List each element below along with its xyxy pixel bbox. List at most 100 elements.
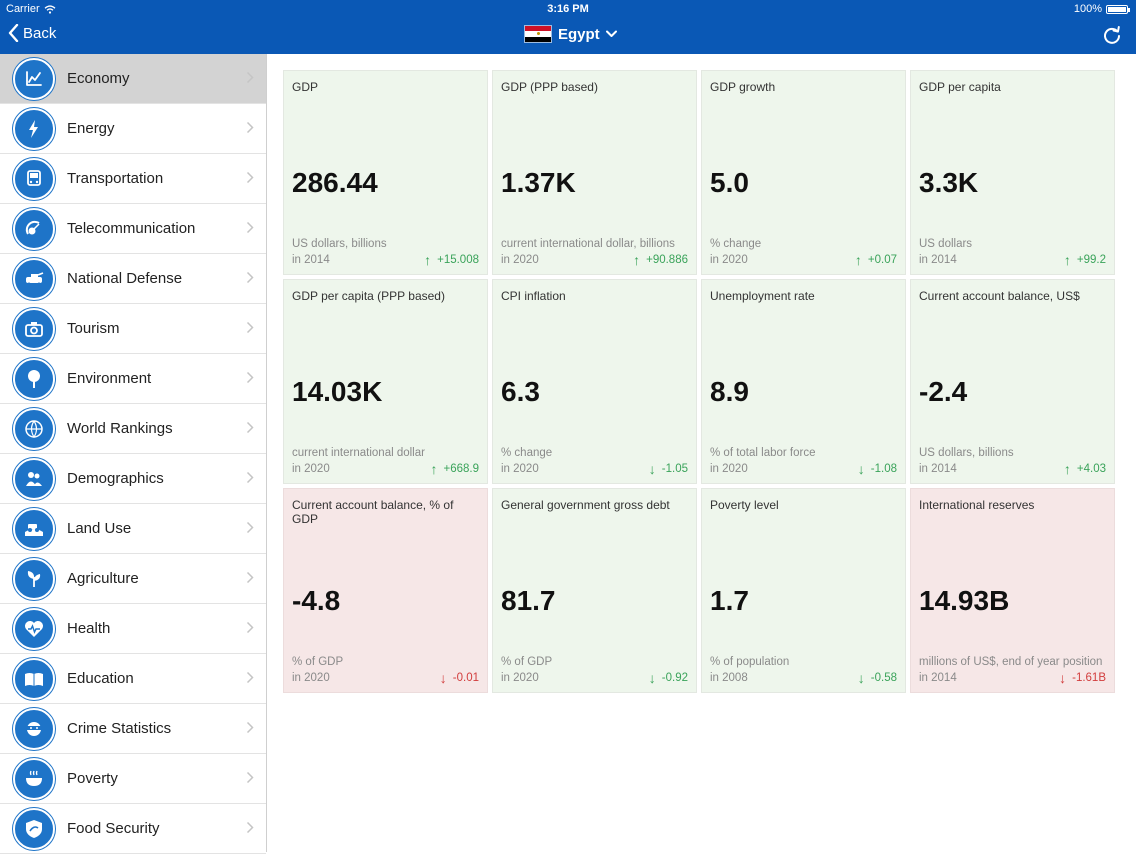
- battery-percent: 100%: [1073, 3, 1102, 15]
- sidebar-item-label: Transportation: [67, 170, 164, 187]
- chevron-right-icon: [246, 421, 254, 434]
- sidebar-item-demographics[interactable]: Demographics: [0, 454, 266, 504]
- indicator-card[interactable]: GDP (PPP based) 1.37K current internationa…: [492, 70, 697, 275]
- chevron-right-icon: [246, 721, 254, 734]
- health-icon: [13, 607, 55, 650]
- indicator-change-value: +4.03: [1076, 463, 1106, 475]
- indicator-change: ↑ +668.9: [430, 460, 480, 477]
- indicator-card[interactable]: International reserves 14.93B millions of …: [910, 488, 1115, 693]
- indicator-value: -4.8: [292, 585, 341, 616]
- arrow-up-icon: ↑: [1063, 460, 1071, 477]
- sidebar-item-label: Crime Statistics: [67, 720, 172, 737]
- chevron-right-icon: [246, 621, 254, 634]
- sidebar-item-national-defense[interactable]: National Defense: [0, 254, 266, 304]
- sidebar-item-education[interactable]: Education: [0, 654, 266, 704]
- indicator-unit: millions of US$, end of year position: [919, 656, 1103, 668]
- arrow-up-icon: ↑: [430, 460, 438, 477]
- arrow-down-icon: ↓: [648, 460, 656, 477]
- arrow-down-icon: ↓: [439, 669, 447, 686]
- refresh-icon: [1104, 26, 1120, 44]
- chevron-right-icon: [246, 771, 254, 784]
- arrow-up-icon: ↑: [1063, 251, 1071, 268]
- arrow-down-icon: ↓: [857, 460, 865, 477]
- indicator-change: ↑ +0.07: [855, 253, 897, 267]
- indicator-change: ↓ -1.08: [857, 460, 897, 477]
- arrow-up-icon: ↑: [424, 251, 432, 268]
- indicator-card[interactable]: Unemployment rate 8.9 % of total labor for…: [701, 279, 906, 484]
- sidebar-item-world-rankings[interactable]: World Rankings: [0, 404, 266, 454]
- indicator-year: in 2008: [710, 672, 748, 684]
- indicator-unit: % change: [710, 238, 762, 250]
- back-button[interactable]: Back: [8, 24, 56, 42]
- indicator-change: ↓ -1.61B: [1059, 671, 1106, 685]
- agriculture-icon: [13, 557, 55, 600]
- chevron-right-icon: [246, 71, 254, 84]
- sidebar-item-label: Demographics: [67, 470, 164, 487]
- arrow-up-icon: ↑: [633, 251, 641, 268]
- indicator-change-value: +0.07: [867, 254, 897, 266]
- indicator-title: Unemployment rate: [710, 289, 815, 303]
- chevron-right-icon: [246, 821, 254, 834]
- indicator-unit: % of GDP: [501, 656, 553, 668]
- sidebar-item-health[interactable]: Health: [0, 604, 266, 654]
- sidebar-item-tourism[interactable]: Tourism: [0, 304, 266, 354]
- indicator-card[interactable]: Current account balance, US$ -2.4 US dolla…: [910, 279, 1115, 484]
- sidebar-item-agriculture[interactable]: Agriculture: [0, 554, 266, 604]
- indicator-change-value: -0.01: [452, 672, 479, 684]
- indicator-change-value: +99.2: [1076, 254, 1106, 266]
- sidebar-item-economy[interactable]: Economy: [0, 54, 266, 104]
- indicator-change-value: -1.61B: [1072, 672, 1106, 684]
- indicator-title: Poverty level: [710, 498, 779, 512]
- sidebar-item-transportation[interactable]: Transportation: [0, 154, 266, 204]
- indicator-title: GDP: [292, 80, 319, 94]
- indicator-card[interactable]: GDP per capita (PPP based) 14.03K current …: [283, 279, 488, 484]
- sidebar-item-label: Health: [67, 620, 111, 637]
- indicator-card[interactable]: CPI inflation 6.3 % change in 2020 ↓ -1.05: [492, 279, 697, 484]
- carrier-label: Carrier: [6, 3, 40, 15]
- indicator-value: 1.37K: [501, 167, 576, 198]
- clock: 3:16 PM: [547, 3, 589, 15]
- category-sidebar: Economy Energy Transportation Telecommunica…: [0, 54, 267, 854]
- chevron-right-icon: [246, 671, 254, 684]
- sidebar-item-land-use[interactable]: Land Use: [0, 504, 266, 554]
- demographics-icon: [13, 457, 55, 500]
- sidebar-item-energy[interactable]: Energy: [0, 104, 266, 154]
- carrier-indicator: Carrier: [6, 3, 56, 15]
- indicator-value: 8.9: [710, 376, 749, 407]
- world-rankings-icon: [13, 407, 55, 450]
- chevron-right-icon: [246, 571, 254, 584]
- indicator-title: International reserves: [919, 498, 1035, 512]
- refresh-button[interactable]: [1102, 25, 1122, 50]
- indicator-change-value: -1.08: [870, 463, 897, 475]
- indicator-change: ↑ +15.008: [424, 251, 479, 268]
- indicator-card[interactable]: GDP 286.44 US dollars, billions in 2014 ↑ +15…: [283, 70, 488, 275]
- chevron-right-icon: [246, 271, 254, 284]
- indicator-card[interactable]: General government gross debt 81.7 % of GD…: [492, 488, 697, 693]
- sidebar-item-poverty[interactable]: Poverty: [0, 754, 266, 804]
- indicator-unit: % of total labor force: [710, 447, 816, 459]
- national-defense-icon: [13, 257, 55, 300]
- indicator-title: GDP (PPP based): [501, 80, 598, 94]
- sidebar-item-crime-statistics[interactable]: Crime Statistics: [0, 704, 266, 754]
- indicator-unit: current international dollar: [292, 447, 425, 459]
- sidebar-item-food-security[interactable]: Food Security: [0, 804, 266, 854]
- indicator-unit: US dollars, billions: [292, 238, 387, 250]
- indicator-year: in 2020: [292, 463, 330, 475]
- chevron-right-icon: [246, 121, 254, 134]
- indicator-card[interactable]: GDP per capita 3.3K US dollars in 2014 ↑ +99.…: [910, 70, 1115, 275]
- sidebar-item-label: Energy: [67, 120, 115, 137]
- indicator-card[interactable]: Poverty level 1.7 % of population in 2008 ↓ -…: [701, 488, 906, 693]
- country-selector[interactable]: Egypt: [524, 25, 617, 43]
- indicator-title: Current account balance, US$: [919, 289, 1080, 303]
- arrow-down-icon: ↓: [648, 669, 656, 686]
- chevron-right-icon: [246, 221, 254, 234]
- indicator-change-value: +15.008: [437, 254, 479, 266]
- sidebar-item-environment[interactable]: Environment: [0, 354, 266, 404]
- sidebar-item-label: Environment: [67, 370, 152, 387]
- sidebar-item-telecommunication[interactable]: Telecommunication: [0, 204, 266, 254]
- indicator-card[interactable]: GDP growth 5.0 % change in 2020 ↑ +0.07: [701, 70, 906, 275]
- indicator-change-value: +668.9: [443, 463, 480, 475]
- indicator-value: 6.3: [501, 376, 540, 407]
- indicator-card[interactable]: Current account balance, % of GDP -4.8 % o…: [283, 488, 488, 693]
- indicator-year: in 2020: [501, 254, 539, 266]
